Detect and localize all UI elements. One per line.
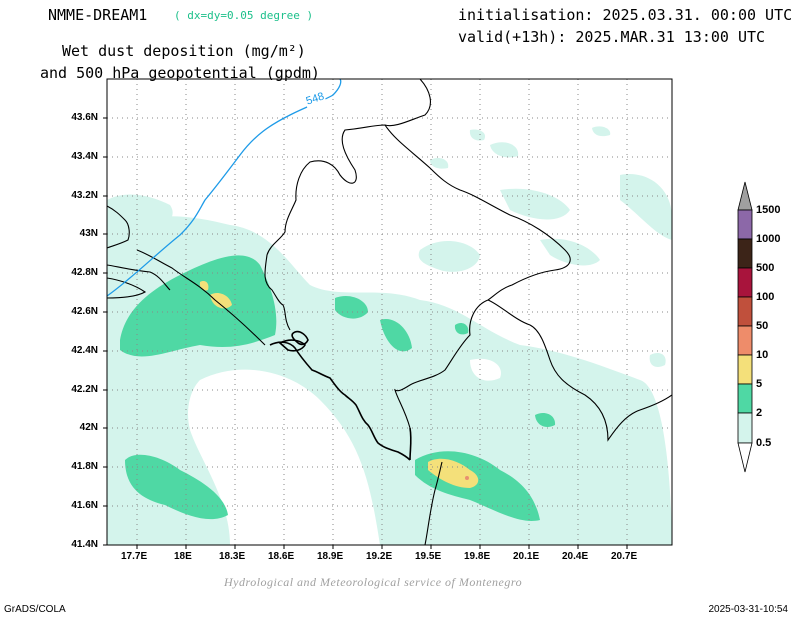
colorbar-label: 0.5 [756, 437, 772, 449]
render-timestamp: 2025-03-31-10:54 [708, 604, 788, 615]
colorbar-label: 2 [756, 407, 763, 419]
geopotential-contour-548 [107, 79, 342, 297]
colorbar-1500 [737, 209, 753, 240]
lon-tick-label: 18.3E [219, 551, 246, 562]
lon-tick-label: 18.6E [268, 551, 295, 562]
lon-tick-label: 19.8E [464, 551, 491, 562]
title-line-1: Wet dust deposition (mg/m²) [62, 42, 306, 60]
colorbar-2 [737, 412, 753, 444]
colorbar-500 [737, 267, 753, 298]
lat-tick-label: 42.8N [71, 267, 98, 278]
init-time: initialisation: 2025.03.31. 00:00 UTC [458, 6, 793, 24]
lon-tick-label: 20.1E [513, 551, 540, 562]
colorbar-label: 10 [756, 349, 769, 361]
lat-tick-label: 43.2N [71, 190, 98, 201]
colorbar-underflow [737, 442, 753, 473]
software-label: GrADS/COLA [4, 604, 66, 615]
lat-tick-label: 43N [79, 228, 98, 239]
graticule [107, 79, 672, 545]
lat-tick-label: 41.6N [71, 500, 98, 511]
lat-tick-label: 43.4N [71, 151, 98, 162]
dust-deposition-field [107, 79, 672, 545]
colorbar-label: 1000 [756, 233, 781, 245]
colorbar-label: 100 [756, 291, 775, 303]
agency-credit: Hydrological and Meteorological service … [224, 575, 523, 589]
lon-tick-label: 18E [174, 551, 192, 562]
country-borders [107, 79, 672, 545]
colorbar-10 [737, 354, 753, 385]
colorbar-label: 50 [756, 320, 769, 332]
colorbar-1000 [737, 238, 753, 269]
colorbar-label: 1500 [756, 204, 781, 216]
colorbar-5 [737, 383, 753, 414]
lat-tick-label: 42.6N [71, 306, 98, 317]
colorbar-label: 5 [756, 378, 763, 390]
colorbar-100 [737, 296, 753, 327]
lat-tick-label: 43.6N [71, 112, 98, 123]
colorbar-label: 500 [756, 262, 775, 274]
colorbar [737, 181, 753, 473]
colorbar-50 [737, 325, 753, 356]
lat-tick-label: 42.4N [71, 345, 98, 356]
lon-tick-label: 19.2E [366, 551, 393, 562]
valid-time: valid(+13h): 2025.MAR.31 13:00 UTC [458, 28, 766, 46]
lon-tick-label: 20.4E [562, 551, 589, 562]
model-name: NMME-DREAM1 [48, 6, 148, 24]
lon-tick-label: 19.5E [415, 551, 442, 562]
lat-tick-label: 42.2N [71, 384, 98, 395]
lon-tick-label: 17.7E [121, 551, 148, 562]
lat-tick-label: 42N [79, 422, 98, 433]
colorbar-overflow [737, 181, 753, 211]
coastline [269, 330, 412, 461]
lon-tick-label: 20.7E [611, 551, 638, 562]
lat-tick-label: 41.8N [71, 461, 98, 472]
lat-tick-label: 41.4N [71, 539, 98, 550]
lon-tick-label: 18.9E [317, 551, 344, 562]
resolution-label: ( dx=dy=0.05 degree ) [174, 9, 314, 22]
title-line-2: and 500 hPa geopotential (gpdm) [40, 64, 320, 82]
